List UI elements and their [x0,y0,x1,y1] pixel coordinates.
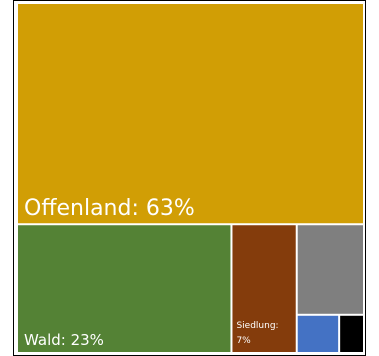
tile-blue [297,315,339,352]
tile-offenland [18,4,363,224]
tile-wald [18,225,231,352]
tile-grey [297,225,363,314]
label-wald: Wald: 23% [24,331,104,349]
label-offenland: Offenland: 63% [24,196,195,221]
label-siedlung-line2: 7% [236,336,251,346]
label-siedlung-line1: Siedlung: [236,321,278,331]
tile-siedlung [232,225,296,352]
tile-black [340,315,363,352]
